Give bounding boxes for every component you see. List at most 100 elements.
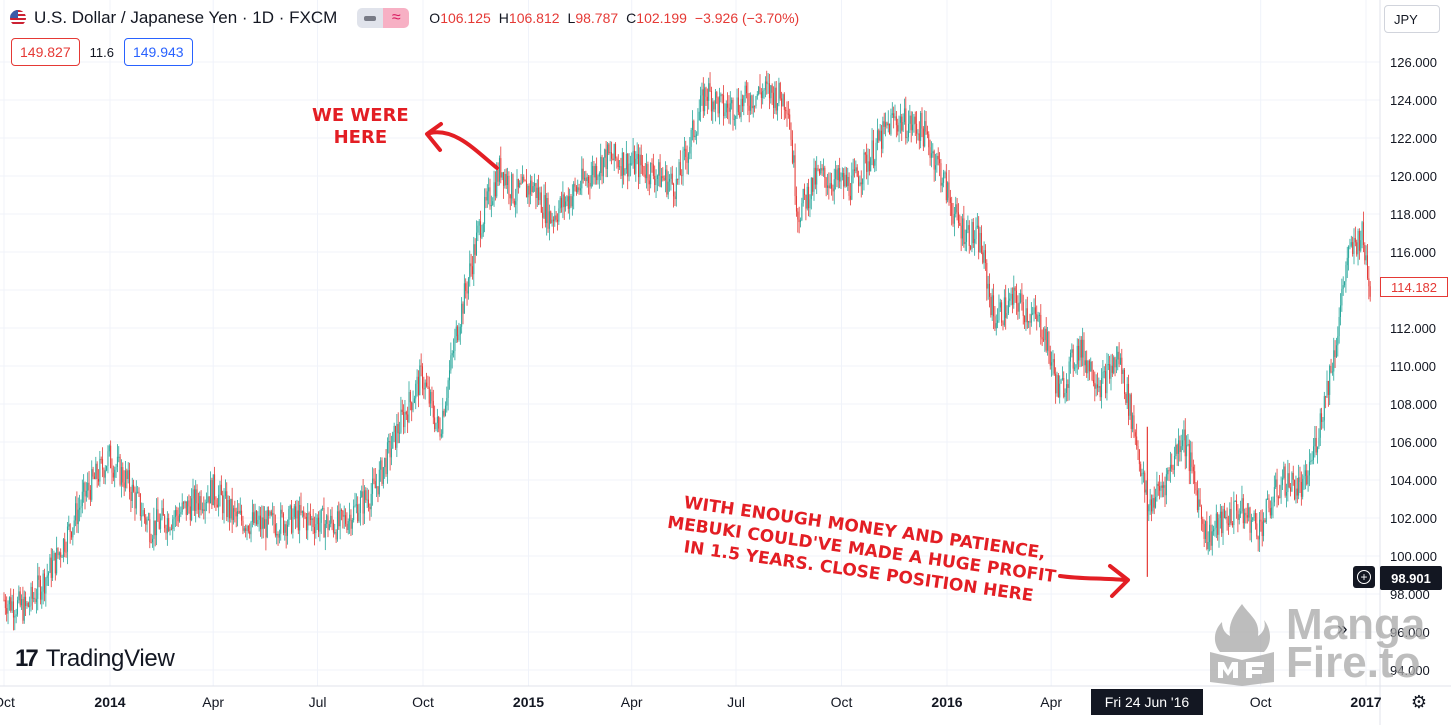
candle-body [1307, 475, 1309, 485]
candle-body [585, 177, 587, 182]
candle-body [1223, 509, 1225, 519]
candle-body [972, 222, 974, 244]
candle-body [732, 100, 734, 120]
candle-body [945, 172, 947, 201]
candle-body [1269, 508, 1271, 516]
candle-body [438, 416, 440, 429]
candle-body [45, 578, 47, 594]
settings-gear-icon[interactable]: ⚙ [1410, 691, 1428, 712]
candle-body [160, 518, 162, 529]
candle-body [1014, 287, 1016, 291]
candle-body [1361, 222, 1363, 241]
low-value: 98.787 [575, 10, 619, 26]
candle-body [1190, 452, 1192, 472]
candle-body [1217, 513, 1219, 535]
candle-body [1182, 440, 1184, 447]
candle-body [802, 188, 804, 204]
candle-body [809, 199, 811, 209]
candle-body [1353, 238, 1355, 255]
tradingview-logo[interactable]: 17 TradingView [15, 645, 175, 673]
candle-body [147, 519, 149, 521]
candle-body [372, 478, 374, 494]
candle-body [235, 511, 237, 517]
candle-body [324, 523, 326, 538]
candle-body [872, 140, 874, 166]
candle-body [524, 180, 526, 182]
candle-body [400, 409, 402, 433]
minus-icon[interactable] [357, 8, 384, 28]
symbol-title[interactable]: U.S. Dollar / Japanese Yen · 1D · FXCM [34, 8, 338, 27]
candle-body [318, 517, 320, 532]
candle-body [299, 505, 301, 531]
candle-body [1210, 524, 1212, 546]
sell-button[interactable]: 149.827 [11, 38, 80, 66]
time-tick-label: Apr [202, 694, 224, 710]
candle-body [431, 392, 433, 401]
candle-body [916, 123, 918, 134]
candle-body [1119, 357, 1121, 365]
candle-body [204, 502, 206, 512]
candle-body [1145, 489, 1147, 493]
candle-body [79, 507, 81, 510]
buy-button[interactable]: 149.943 [123, 38, 193, 66]
candle-body [706, 96, 708, 101]
candle-body [596, 166, 598, 181]
candle-body [759, 86, 761, 93]
candle-body [374, 481, 376, 489]
spread-value: 11.6 [89, 44, 114, 60]
crosshair-date-label: Fri 24 Jun '16 [1091, 689, 1203, 715]
candle-body [881, 130, 882, 149]
candle-body [552, 219, 554, 222]
price-axis[interactable]: 126.000 124.000 122.000 120.000 118.000 116.0… [1390, 55, 1437, 678]
candle-body [1007, 300, 1009, 314]
candle-body [1132, 415, 1134, 429]
candle-body [914, 116, 916, 124]
candle-body [369, 506, 371, 510]
candle-body [648, 180, 650, 185]
indicator-toggle[interactable]: ≈ [357, 8, 410, 28]
candle-body [667, 181, 669, 195]
candle-body [987, 283, 989, 289]
candle-body [659, 162, 661, 187]
candle-body [1088, 360, 1090, 372]
price-tick-label: 118.000 [1390, 207, 1436, 222]
candle-body [1281, 477, 1283, 486]
crosshair-price-label: 98.901 [1380, 566, 1442, 590]
candle-body [419, 365, 421, 396]
candle-body [593, 166, 595, 178]
currency-button[interactable]: JPY [1384, 5, 1440, 33]
candle-body [187, 500, 189, 515]
candle-body [1310, 460, 1312, 462]
candle-body [1156, 483, 1158, 497]
symbol-header[interactable]: U.S. Dollar / Japanese Yen · 1D · FXCM ≈… [10, 6, 799, 30]
candle-body [1101, 377, 1103, 398]
candle-body [859, 182, 861, 186]
candle-body [512, 174, 514, 201]
candle-body [469, 263, 471, 279]
candle-body [104, 470, 106, 478]
candle-body [87, 482, 89, 491]
candle-body [601, 156, 603, 177]
candle-body [1084, 360, 1086, 366]
candle-body [663, 178, 665, 181]
candle-body [191, 498, 193, 521]
candle-body [1041, 337, 1043, 340]
candle-body [1202, 519, 1204, 524]
candle-body [173, 517, 175, 520]
chevron-right-icon[interactable]: » [1337, 619, 1348, 640]
approx-icon[interactable]: ≈ [383, 8, 410, 28]
candle-body [831, 183, 833, 189]
candle-body [692, 120, 693, 130]
candle-body [53, 552, 55, 561]
add-plus-icon[interactable]: + [1353, 566, 1375, 588]
candle-body [492, 201, 494, 205]
candle-body [500, 158, 502, 178]
candle-body [81, 491, 83, 507]
candle-body [64, 539, 66, 552]
candle-body [130, 491, 132, 501]
candle-body [741, 98, 743, 107]
candle-body [1133, 415, 1135, 433]
candle-body [1337, 336, 1339, 346]
time-axis[interactable]: Oct 2014 Apr Jul Oct 2015 Apr Jul Oct 2016 Apr Oct 2… [0, 694, 1382, 710]
